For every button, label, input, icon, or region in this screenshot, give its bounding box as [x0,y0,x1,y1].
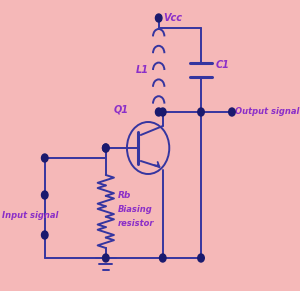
Text: L1: L1 [136,65,149,75]
Circle shape [155,14,162,22]
Text: resistor: resistor [118,219,154,228]
Circle shape [103,144,109,152]
Circle shape [41,154,48,162]
Circle shape [41,231,48,239]
Text: Vcc: Vcc [163,13,182,23]
Text: C1: C1 [216,60,230,70]
Circle shape [198,254,204,262]
Circle shape [103,144,109,152]
Text: Input signal: Input signal [2,210,59,219]
Circle shape [103,254,109,262]
Circle shape [160,254,166,262]
Text: Output signal: Output signal [235,107,300,116]
Circle shape [229,108,235,116]
Text: Biasing: Biasing [118,205,153,214]
Text: Q1: Q1 [114,105,129,115]
Circle shape [41,191,48,199]
Circle shape [155,108,162,116]
Text: Rb: Rb [118,191,131,200]
Circle shape [198,108,204,116]
Circle shape [160,108,166,116]
